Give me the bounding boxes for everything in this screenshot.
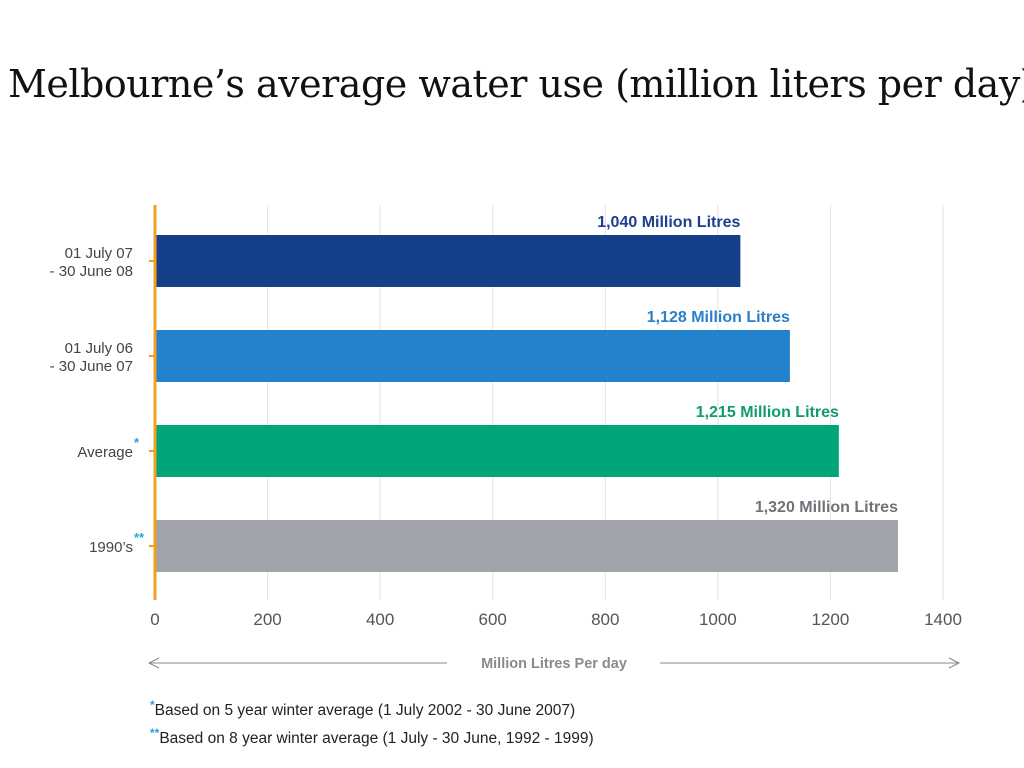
x-axis-title: Million Litres Per day xyxy=(481,656,627,672)
category-footnote-mark: ** xyxy=(134,530,145,545)
bar xyxy=(155,520,898,572)
category-footnote-mark: * xyxy=(134,435,140,450)
category-label: 01 July 06- 30 June 07 xyxy=(50,340,133,375)
right-arrow-icon xyxy=(948,657,961,669)
footnote-2: **Based on 8 year winter average (1 July… xyxy=(150,722,594,750)
x-tick-label: 400 xyxy=(366,610,394,629)
data-label: 1,128 Million Litres xyxy=(647,309,790,326)
data-label: 1,215 Million Litres xyxy=(696,404,839,421)
x-tick-label: 600 xyxy=(479,610,507,629)
category-label: 1990’s xyxy=(89,539,133,556)
slide-title: Melbourne’s average water use (million l… xyxy=(8,62,1024,106)
x-tick-label: 1200 xyxy=(812,610,850,629)
bar xyxy=(155,425,839,477)
data-label: 1,320 Million Litres xyxy=(755,499,898,516)
water-use-bar-chart: 0 200 400 600 800 1000 1200 1400 1,040 Million L… xyxy=(50,205,962,672)
bar xyxy=(155,235,741,287)
footnote-1-text: Based on 5 year winter average (1 July 2… xyxy=(154,702,576,719)
category-label: Average xyxy=(77,444,133,461)
footnotes: *Based on 5 year winter average (1 July … xyxy=(150,694,594,750)
data-label: 1,040 Million Litres xyxy=(597,214,740,231)
category-label: 01 July 07- 30 June 08 xyxy=(50,245,133,280)
bar xyxy=(155,330,790,382)
footnote-2-text: Based on 8 year winter average (1 July -… xyxy=(159,730,594,747)
x-tick-label: 1400 xyxy=(924,610,962,629)
footnote-1-mark: * xyxy=(150,698,155,712)
x-tick-label: 200 xyxy=(253,610,281,629)
x-tick-label: 1000 xyxy=(699,610,737,629)
footnote-1: *Based on 5 year winter average (1 July … xyxy=(150,694,594,722)
footnote-2-mark: ** xyxy=(150,726,160,740)
x-tick-label: 800 xyxy=(591,610,619,629)
x-tick-label: 0 xyxy=(150,610,159,629)
left-arrow-icon xyxy=(147,657,160,669)
